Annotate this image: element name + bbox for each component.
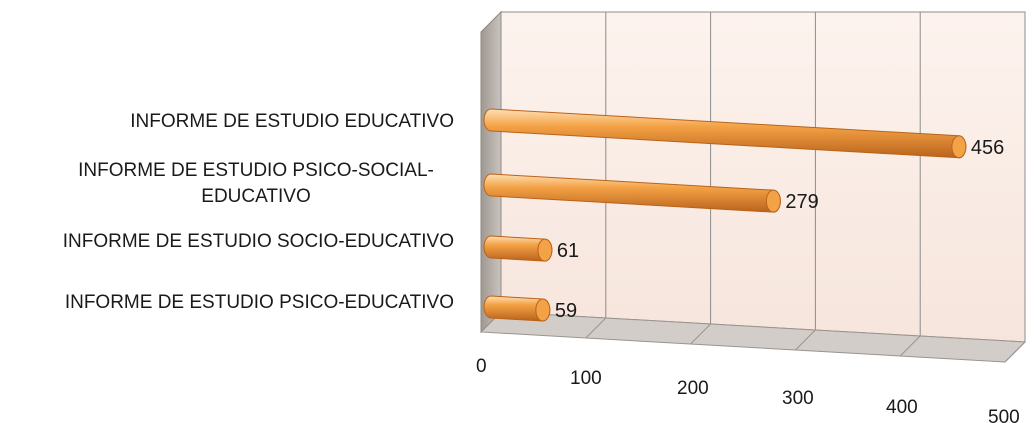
category-axis: INFORME DE ESTUDIO EDUCATIVO INFORME DE … [63, 111, 454, 313]
tick-label-500: 500 [988, 407, 1020, 423]
bar-cap [537, 238, 553, 262]
bars [483, 108, 967, 322]
plot-area [479, 10, 1027, 363]
bar-cap [765, 189, 781, 213]
category-label-psico-social-educativo: INFORME DE ESTUDIO PSICO-SOCIAL-EDUCATIV… [78, 160, 434, 207]
bar-informe-de-estudio-psico-educativo [483, 295, 551, 322]
category-label-socio-educativo: INFORME DE ESTUDIO SOCIO-EDUCATIVO [63, 231, 454, 252]
bar-informe-de-estudio-socio-educativo [483, 235, 553, 262]
tick-label-100: 100 [570, 368, 602, 389]
tick-label-300: 300 [782, 388, 814, 409]
category-label-psico-educativo: INFORME DE ESTUDIO PSICO-EDUCATIVO [65, 292, 454, 313]
floor-gridline-300 [795, 329, 816, 351]
floor-gridline-400 [899, 335, 921, 357]
bar-informe-de-estudio-psico-social-educativo [483, 173, 781, 213]
category-label-educativo: INFORME DE ESTUDIO EDUCATIVO [130, 111, 454, 132]
data-labels: 456 279 61 59 [555, 137, 1004, 322]
side-wall [480, 10, 502, 334]
data-label-informe-de-estudio-educativo: 456 [971, 137, 1004, 159]
tick-label-0: 0 [476, 356, 487, 377]
bar-cap [951, 135, 967, 159]
data-label-informe-de-estudio-socio-educativo: 61 [557, 240, 579, 262]
tick-label-400: 400 [886, 397, 918, 418]
bar-cap [535, 298, 551, 322]
back-wall [500, 11, 1026, 343]
data-label-informe-de-estudio-psico-social-educativo: 279 [785, 191, 818, 213]
floor-gridline-500 [1004, 341, 1026, 363]
data-label-informe-de-estudio-psico-educativo: 59 [555, 300, 577, 322]
floor-gridline-100 [585, 317, 607, 339]
bar-informe-de-estudio-educativo [483, 108, 967, 159]
floor-gridline-200 [690, 323, 711, 345]
value-axis: 0 100 200 300 400 500 [476, 356, 1020, 423]
tick-label-200: 200 [677, 378, 709, 399]
